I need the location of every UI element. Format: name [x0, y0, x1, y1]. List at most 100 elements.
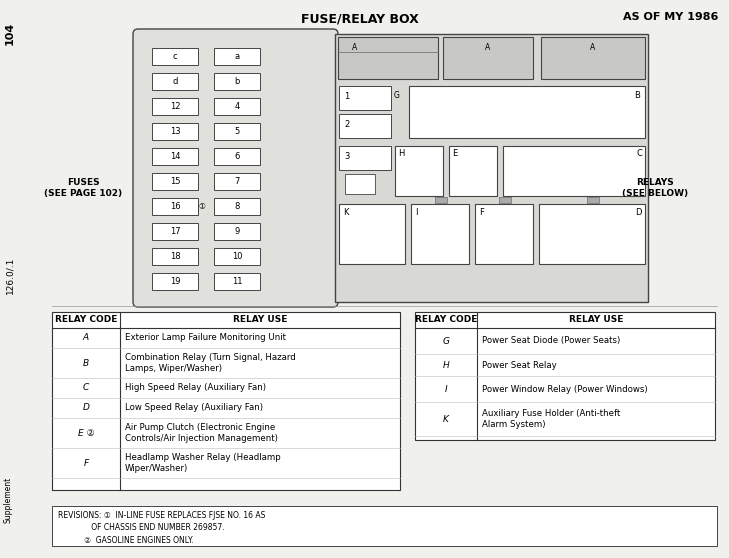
Text: 3: 3 [344, 152, 349, 161]
Bar [214, 123, 260, 140]
Bar [415, 312, 715, 440]
Text: RELAY CODE: RELAY CODE [55, 315, 117, 325]
Text: 16: 16 [170, 202, 180, 211]
Text: A: A [486, 44, 491, 52]
Text: RELAY USE: RELAY USE [233, 315, 287, 325]
Text: G: G [394, 92, 400, 100]
Text: 1: 1 [344, 92, 349, 101]
Text: Combination Relay (Turn Signal, Hazard
Lamps, Wiper/Washer): Combination Relay (Turn Signal, Hazard L… [125, 353, 296, 373]
Text: 8: 8 [234, 202, 240, 211]
Text: 104: 104 [5, 22, 15, 45]
Text: 15: 15 [170, 177, 180, 186]
Text: F: F [83, 459, 88, 468]
Bar [339, 146, 391, 170]
Text: A: A [83, 334, 89, 343]
Bar [499, 197, 511, 203]
Bar [152, 173, 198, 190]
Text: I: I [445, 384, 448, 393]
Text: RELAY USE: RELAY USE [569, 315, 623, 325]
Text: 12: 12 [170, 102, 180, 111]
Bar [214, 98, 260, 115]
Bar [539, 204, 645, 264]
Text: ①: ① [198, 202, 206, 211]
Text: Auxiliary Fuse Holder (Anti-theft
Alarm System): Auxiliary Fuse Holder (Anti-theft Alarm … [482, 409, 620, 429]
Text: G: G [443, 336, 450, 345]
Text: FUSE/RELAY BOX: FUSE/RELAY BOX [301, 12, 419, 25]
Bar [214, 273, 260, 290]
Text: FUSES
(SEE PAGE 102): FUSES (SEE PAGE 102) [44, 179, 122, 198]
Text: K: K [343, 208, 348, 217]
Bar [339, 86, 391, 110]
Text: F: F [479, 208, 484, 217]
Bar [339, 204, 405, 264]
Text: 13: 13 [170, 127, 180, 136]
Bar [152, 48, 198, 65]
Text: K: K [443, 415, 449, 424]
Text: 18: 18 [170, 252, 180, 261]
Text: Power Window Relay (Power Windows): Power Window Relay (Power Windows) [482, 384, 647, 393]
Bar [443, 37, 533, 79]
Bar [587, 197, 599, 203]
Bar [449, 146, 497, 196]
Text: D: D [82, 403, 90, 412]
Text: H: H [398, 149, 405, 158]
Bar [214, 48, 260, 65]
Text: a: a [235, 52, 240, 61]
Text: 14: 14 [170, 152, 180, 161]
Text: I: I [415, 208, 418, 217]
Text: Exterior Lamp Failure Monitoring Unit: Exterior Lamp Failure Monitoring Unit [125, 334, 286, 343]
Bar [152, 198, 198, 215]
Bar [409, 86, 645, 138]
Text: 10: 10 [232, 252, 242, 261]
Bar [214, 148, 260, 165]
Text: 11: 11 [232, 277, 242, 286]
Text: 4: 4 [235, 102, 240, 111]
Text: C: C [83, 383, 89, 392]
Bar [338, 37, 438, 79]
Text: Headlamp Washer Relay (Headlamp
Wiper/Washer): Headlamp Washer Relay (Headlamp Wiper/Wa… [125, 453, 281, 473]
Text: 126.0/.1: 126.0/.1 [6, 256, 15, 294]
Bar [435, 197, 447, 203]
Bar [411, 204, 469, 264]
Bar [541, 37, 645, 79]
Bar [214, 223, 260, 240]
Bar [214, 73, 260, 90]
Text: A: A [590, 44, 596, 52]
Text: C: C [636, 149, 642, 158]
Text: b: b [234, 77, 240, 86]
Text: 5: 5 [235, 127, 240, 136]
Bar [152, 73, 198, 90]
FancyBboxPatch shape [133, 29, 338, 307]
Text: 2: 2 [344, 120, 349, 129]
Bar [214, 198, 260, 215]
Bar [152, 248, 198, 265]
Bar [52, 506, 717, 546]
Text: D: D [636, 208, 642, 217]
Bar [152, 148, 198, 165]
Text: c: c [173, 52, 177, 61]
Text: E: E [452, 149, 457, 158]
Bar [152, 223, 198, 240]
Text: REVISIONS: ①  IN-LINE FUSE REPLACES FJSE NO. 16 AS
              OF CHASSIS END : REVISIONS: ① IN-LINE FUSE REPLACES FJSE … [58, 511, 265, 545]
Bar [214, 248, 260, 265]
Text: E ②: E ② [77, 429, 94, 437]
Bar [335, 34, 648, 302]
Bar [339, 114, 391, 138]
Text: 17: 17 [170, 227, 180, 236]
Bar [475, 204, 533, 264]
Bar [52, 312, 400, 490]
Text: d: d [172, 77, 178, 86]
Text: AS OF MY 1986: AS OF MY 1986 [623, 12, 718, 22]
Bar [395, 146, 443, 196]
Bar [345, 174, 375, 194]
Text: B: B [83, 358, 89, 368]
Text: 19: 19 [170, 277, 180, 286]
Text: RELAYS
(SEE BELOW): RELAYS (SEE BELOW) [622, 179, 688, 198]
Text: A: A [352, 44, 358, 52]
Text: Low Speed Relay (Auxiliary Fan): Low Speed Relay (Auxiliary Fan) [125, 403, 263, 412]
Text: 9: 9 [235, 227, 240, 236]
Text: 6: 6 [234, 152, 240, 161]
Text: High Speed Relay (Auxiliary Fan): High Speed Relay (Auxiliary Fan) [125, 383, 266, 392]
Bar [152, 123, 198, 140]
Text: 7: 7 [234, 177, 240, 186]
